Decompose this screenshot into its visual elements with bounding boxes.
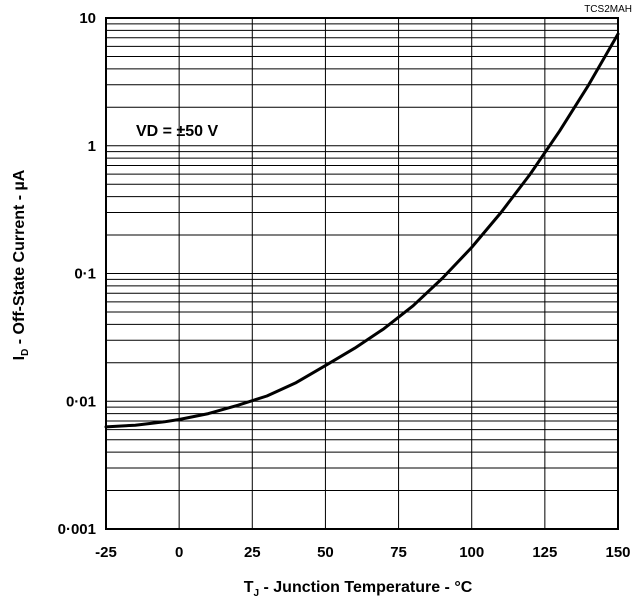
x-tick-label: 100 xyxy=(459,544,484,561)
y-axis-title-rest: - Off-State Current - µA xyxy=(11,169,28,348)
x-axis-title-rest: - Junction Temperature - °C xyxy=(259,579,473,596)
x-tick-label: 150 xyxy=(605,544,630,561)
series-line xyxy=(104,32,620,429)
x-axis-title: TJ - Junction Temperature - °C xyxy=(244,579,473,599)
x-tick-label: 75 xyxy=(390,544,407,561)
x-tick-labels: -25 0 25 50 75 100 125 150 xyxy=(95,544,630,561)
x-tick-label: 0 xyxy=(175,544,183,561)
x-tick-label: 50 xyxy=(317,544,334,561)
figure-id: TCS2MAH xyxy=(584,4,632,15)
y-tick-label: 0·1 xyxy=(74,266,96,283)
plot-frame xyxy=(105,17,619,530)
series-group xyxy=(104,32,620,429)
y-axis-title-sub: D xyxy=(20,349,31,356)
y-tick-label: 1 xyxy=(88,138,96,155)
y-tick-label: 10 xyxy=(79,10,96,27)
annotation: VD = ±50 V xyxy=(136,123,218,140)
x-axis-title-sub: J xyxy=(253,588,259,599)
y-tick-label: 0·001 xyxy=(58,521,96,538)
grid xyxy=(105,18,619,530)
x-tick-label: 125 xyxy=(532,544,557,561)
y-tick-labels: 0·001 0·01 0·1 1 10 xyxy=(58,10,96,538)
y-axis-title-main: I xyxy=(11,356,28,360)
y-tick-label: 0·01 xyxy=(66,393,96,410)
x-axis-title-main: T xyxy=(244,579,254,596)
y-axis-title: ID - Off-State Current - µA xyxy=(11,169,31,360)
x-tick-label: -25 xyxy=(95,544,117,561)
x-tick-label: 25 xyxy=(244,544,261,561)
